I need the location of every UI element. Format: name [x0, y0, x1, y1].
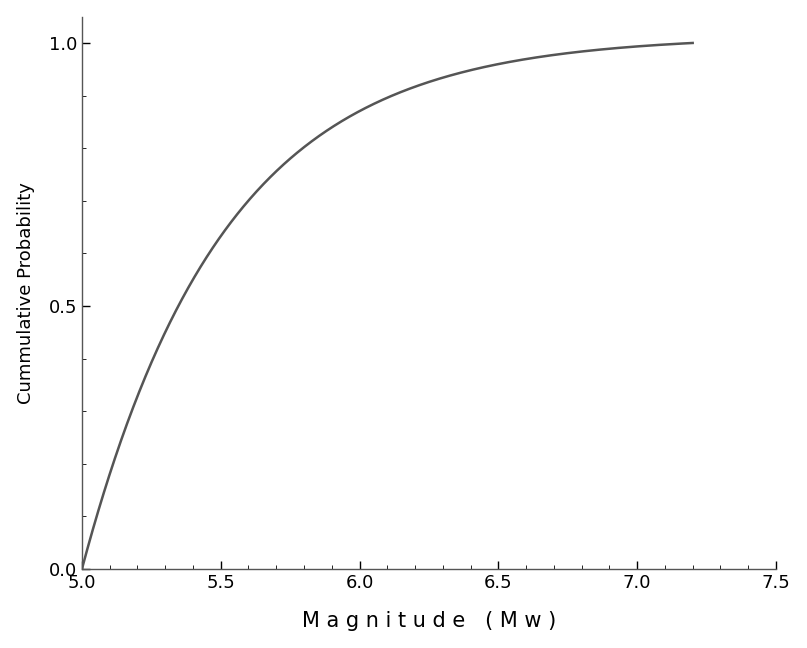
Y-axis label: Cummulative Probability: Cummulative Probability	[17, 182, 35, 404]
X-axis label: M a g n i t u d e   ( M w ): M a g n i t u d e ( M w )	[302, 611, 556, 631]
